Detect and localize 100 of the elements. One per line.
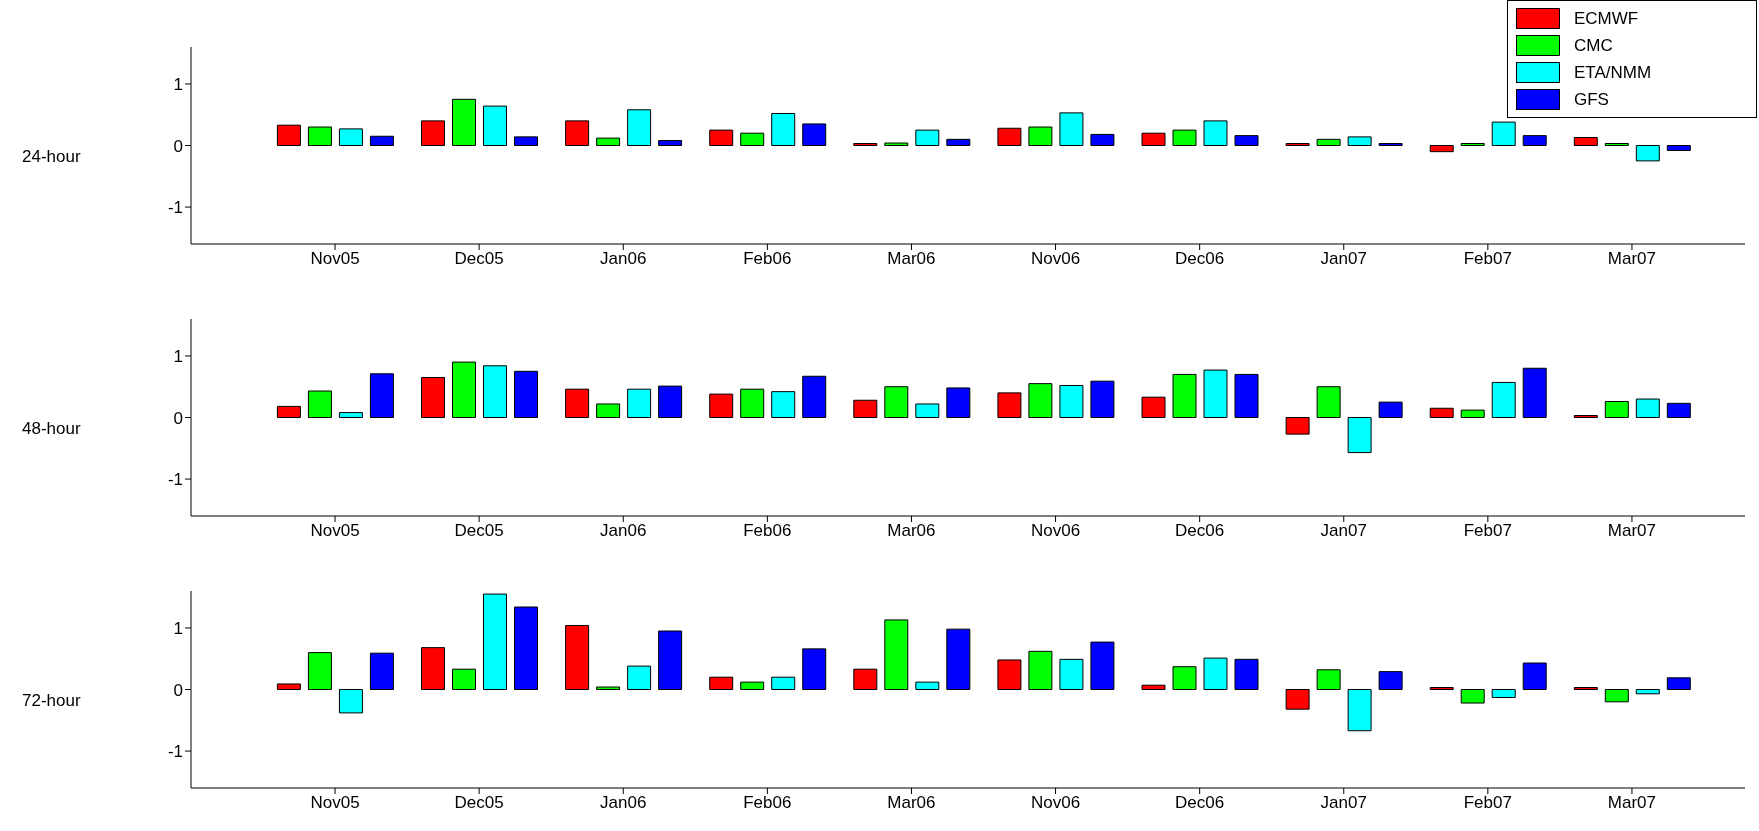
y-tick-label: -1 [167, 198, 183, 218]
bar [802, 123, 827, 146]
bar [565, 624, 590, 690]
x-tick-label: Jan06 [600, 249, 647, 269]
bar [627, 388, 652, 418]
bar [1573, 137, 1598, 146]
bar [1234, 373, 1259, 418]
x-tick-label: Feb07 [1463, 249, 1512, 269]
bar [1378, 671, 1403, 690]
bar [771, 676, 796, 690]
bar [1234, 135, 1259, 146]
bar [884, 142, 909, 146]
bar [802, 648, 827, 690]
bar [421, 120, 446, 146]
bar [307, 652, 332, 690]
x-tick-label: Jan06 [600, 521, 647, 541]
x-tick-label: Feb06 [743, 521, 792, 541]
bar [1460, 689, 1485, 704]
bar [1522, 662, 1547, 690]
bar [1285, 417, 1310, 435]
bar [946, 628, 971, 690]
bar [740, 132, 765, 146]
bar [1491, 121, 1516, 146]
x-tick-label: Jan07 [1320, 793, 1367, 813]
x-tick-label: Dec05 [454, 521, 504, 541]
bar [1573, 415, 1598, 418]
bar [627, 109, 652, 146]
y-tick-label: 0 [173, 680, 183, 700]
bar [946, 138, 971, 146]
bar [1491, 689, 1516, 698]
bar [884, 386, 909, 418]
y-tick-label: -1 [167, 470, 183, 490]
bar [276, 683, 301, 690]
bar [1172, 666, 1197, 690]
x-tick-label: Mar07 [1607, 793, 1657, 813]
x-tick-label: Feb06 [743, 249, 792, 269]
bar [771, 391, 796, 418]
y-tick-label: -1 [167, 742, 183, 762]
bar [1059, 658, 1084, 690]
bar [1059, 384, 1084, 418]
x-tick-label: Jan07 [1320, 521, 1367, 541]
bar [514, 136, 539, 146]
x-tick-label: Dec06 [1175, 521, 1225, 541]
bar [1028, 126, 1053, 146]
bar [565, 388, 590, 418]
bar [1635, 689, 1660, 695]
bar [307, 390, 332, 418]
bar [709, 393, 734, 418]
bar [915, 681, 940, 690]
bar [1285, 689, 1310, 710]
bar [596, 403, 621, 418]
bar [1090, 380, 1115, 418]
bar [1604, 400, 1629, 418]
x-tick-label: Mar06 [887, 249, 936, 269]
bar [1429, 687, 1454, 690]
bar [452, 668, 477, 690]
bar [1059, 112, 1084, 146]
bar [1347, 417, 1372, 454]
bar [452, 98, 477, 146]
x-tick-label: Mar06 [887, 793, 936, 813]
bar [276, 405, 301, 418]
x-tick-label: Mar07 [1607, 521, 1657, 541]
x-tick-label: Feb06 [743, 793, 792, 813]
bar [1378, 143, 1403, 146]
bar [307, 126, 332, 146]
legend-label: ECMWF [1574, 8, 1639, 29]
bar [1090, 641, 1115, 690]
bar [1090, 133, 1115, 146]
x-tick-label: Jan07 [1320, 249, 1367, 269]
bar [658, 630, 683, 690]
bar [1141, 396, 1166, 418]
bar [853, 668, 878, 690]
bar [369, 373, 394, 418]
bar [771, 112, 796, 146]
bar [1028, 650, 1053, 690]
bar [369, 135, 394, 146]
bar [1604, 143, 1629, 146]
y-tick-label: 0 [173, 408, 183, 428]
bar [1635, 145, 1660, 162]
bar [369, 652, 394, 690]
bar [1429, 407, 1454, 418]
bar [802, 375, 827, 418]
bar [338, 412, 363, 418]
bar [997, 392, 1022, 418]
bar [1347, 136, 1372, 146]
bar [1573, 687, 1598, 690]
bar [1522, 367, 1547, 418]
bar [1635, 398, 1660, 418]
y-axis-title: 24-hour [22, 146, 81, 166]
bar [1491, 381, 1516, 418]
bar [1460, 409, 1485, 418]
legend-label: ETA/NMM [1574, 62, 1652, 83]
bar [1666, 402, 1691, 418]
y-tick-label: 1 [173, 346, 183, 366]
bar [276, 124, 301, 146]
bar [1604, 689, 1629, 703]
bar [514, 606, 539, 690]
bar [997, 659, 1022, 690]
x-tick-label: Mar06 [887, 521, 936, 541]
bar [596, 686, 621, 690]
